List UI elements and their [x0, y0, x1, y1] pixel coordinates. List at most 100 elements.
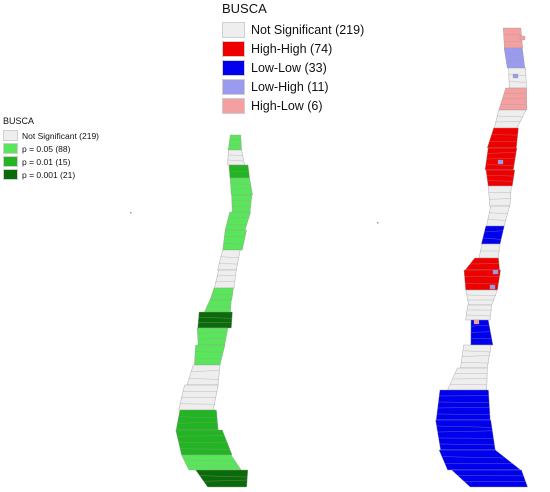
commune-border: [215, 280, 235, 283]
region: [194, 344, 226, 366]
commune-border: [466, 314, 491, 317]
cluster-commune: [497, 159, 504, 165]
commune-border: [223, 243, 244, 245]
legend-label: Low-High (11): [251, 79, 329, 94]
commune-border: [438, 401, 489, 403]
legend-item-low-low: Low-Low (33): [222, 58, 364, 77]
commune-border: [227, 223, 248, 226]
commune-border: [506, 59, 525, 62]
legend-swatch: [222, 40, 245, 57]
commune-border: [203, 479, 248, 482]
region: [214, 269, 237, 289]
region: [438, 449, 522, 471]
region: [481, 225, 505, 245]
region: [222, 229, 247, 251]
region: [196, 327, 229, 346]
commune-border: [231, 206, 251, 208]
legend-label: p = 0.05 (88): [22, 143, 71, 154]
legend-swatch: [3, 156, 18, 167]
cluster-commune: [473, 319, 480, 325]
commune-border: [199, 475, 248, 478]
commune-border: [183, 459, 236, 462]
legend-title: BUSCA: [222, 1, 267, 16]
commune-border: [469, 331, 491, 333]
region: [494, 109, 527, 129]
region: [503, 27, 523, 49]
region: [186, 364, 221, 386]
cluster-commune: [519, 35, 526, 41]
commune-border: [231, 187, 252, 190]
commune-border: [219, 263, 238, 265]
commune-border: [197, 332, 227, 334]
legend-label: Not Significant (219): [22, 130, 100, 141]
legend-swatch: [3, 143, 18, 154]
region: [451, 469, 528, 488]
region: [175, 409, 219, 431]
legend-swatch: [3, 130, 18, 141]
commune-border: [489, 198, 511, 200]
commune-border: [439, 443, 495, 446]
region: [485, 169, 516, 187]
commune-border: [460, 362, 490, 364]
commune-border: [178, 416, 217, 419]
legend-item-low-high: Low-High (11): [222, 77, 364, 96]
commune-border: [228, 159, 244, 162]
legend-item-p-0001: p = 0.001 (21): [3, 168, 99, 181]
legend-swatch: [222, 97, 245, 114]
commune-border: [436, 425, 492, 428]
commune-border: [206, 305, 232, 308]
commune-border: [180, 448, 230, 450]
region: [488, 185, 512, 207]
legend-item-not-significant: Not Significant (219): [222, 20, 364, 39]
region: [435, 389, 491, 421]
commune-border: [199, 317, 233, 319]
legend-label: p = 0.01 (15): [22, 156, 71, 167]
commune-border: [197, 337, 226, 340]
commune-border: [442, 456, 505, 459]
commune-border: [487, 219, 507, 221]
region: [229, 177, 253, 196]
cluster-commune: [489, 284, 496, 290]
commune-border: [177, 421, 218, 424]
commune-border: [496, 115, 524, 118]
region: [197, 311, 233, 329]
commune-border: [469, 324, 490, 327]
commune-border: [488, 212, 509, 214]
cluster-commune: [492, 269, 499, 275]
commune-border: [509, 81, 526, 83]
commune-border: [487, 180, 513, 182]
commune-border: [487, 152, 516, 154]
commune-border: [191, 370, 220, 372]
legend-item-not-significant: Not Significant (219): [3, 129, 99, 142]
commune-border: [436, 413, 490, 415]
legend-label: Low-Low (33): [251, 60, 327, 75]
region: [503, 47, 526, 69]
region: [227, 134, 242, 151]
region: [217, 249, 241, 271]
commune-border: [229, 139, 241, 141]
region: [435, 419, 496, 451]
legend-title: BUSCA: [3, 116, 35, 126]
lisa-cluster-map-chile: [435, 27, 528, 488]
commune-border: [230, 183, 251, 185]
commune-border: [486, 157, 516, 160]
cluster-commune: [512, 73, 519, 79]
commune-border: [185, 464, 239, 467]
legend-swatch: [222, 59, 245, 76]
commune-border: [484, 230, 503, 233]
legend-label: Not Significant (219): [251, 22, 365, 37]
legend-item-high-high: High-High (74): [222, 39, 364, 58]
legend-swatch: [222, 78, 245, 95]
commune-border: [437, 407, 490, 409]
region: [231, 194, 253, 213]
region: [465, 304, 492, 321]
island-speck: [377, 222, 379, 224]
island-speck: [130, 212, 132, 214]
commune-border: [211, 293, 234, 296]
commune-border: [461, 355, 491, 357]
commune-border: [437, 430, 493, 433]
legend-swatch: [3, 169, 18, 180]
significance-map-chile: [175, 134, 253, 488]
commune-border: [465, 283, 499, 285]
